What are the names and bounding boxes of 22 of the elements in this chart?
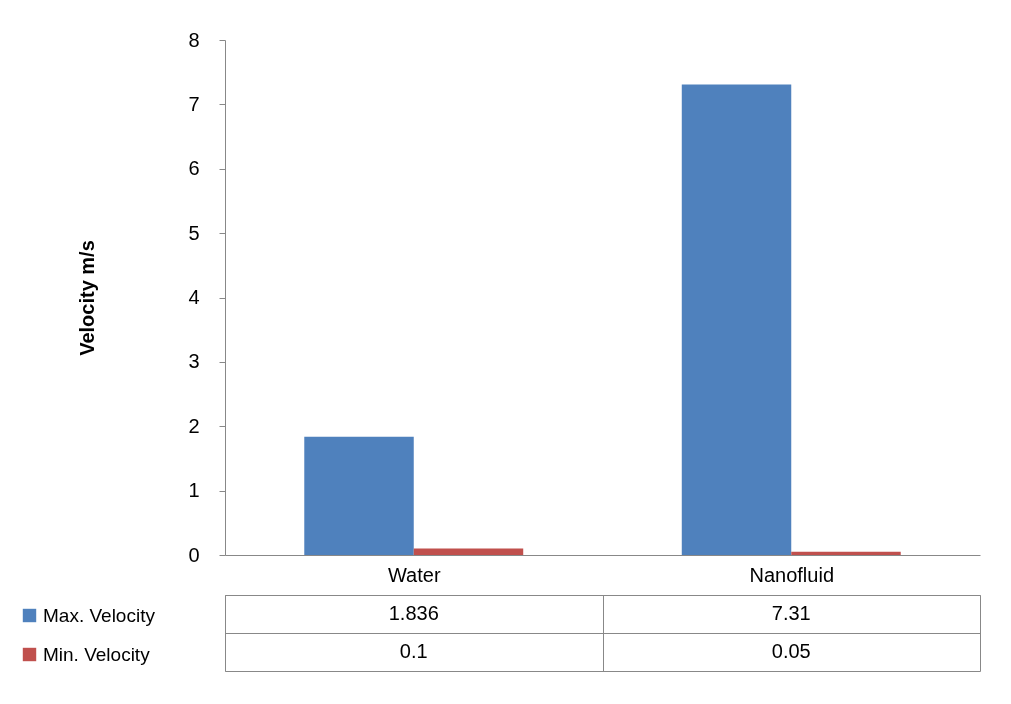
y-tick-label: 1	[188, 479, 200, 502]
data-label: 1.836	[388, 602, 439, 624]
y-tick-label: 8	[188, 28, 200, 51]
y-tick-label: 4	[188, 286, 200, 308]
data-label: 7.31	[771, 602, 811, 624]
data-label: 0.05	[771, 640, 811, 662]
bar	[791, 551, 901, 555]
y-axis-title: Velocity m/s	[76, 240, 99, 356]
x-tick-label: Water	[387, 563, 441, 586]
legend-label: Min. Velocity	[43, 643, 151, 665]
data-label: 0.1	[399, 640, 428, 662]
y-tick-label: 2	[188, 414, 200, 437]
bar	[304, 436, 414, 555]
y-tick-label: 6	[188, 157, 200, 180]
bar	[413, 548, 524, 555]
legend-label: Max. Velocity	[43, 604, 156, 626]
y-tick-label: 7	[188, 92, 200, 115]
x-tick-label: Nanofluid	[749, 563, 835, 586]
bar	[681, 84, 792, 555]
y-tick-label: 0	[188, 543, 200, 566]
y-tick-label: 3	[188, 350, 200, 373]
y-tick-label: 5	[188, 221, 200, 244]
